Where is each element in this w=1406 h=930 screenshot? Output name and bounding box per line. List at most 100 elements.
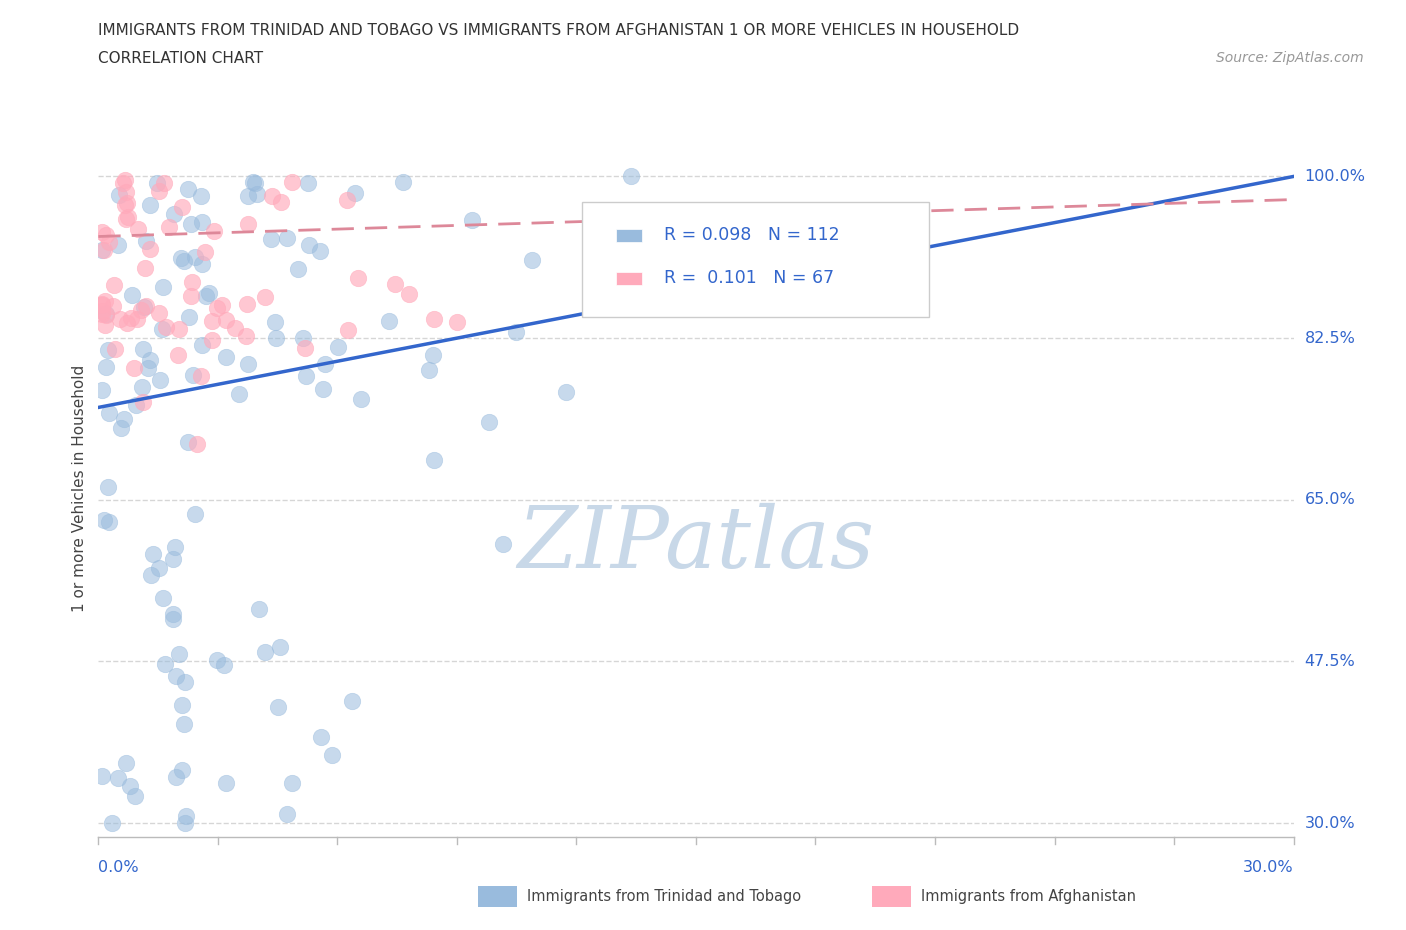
Point [238,216,260,231]
Text: CORRELATION CHART: CORRELATION CHART [98,51,263,66]
Point [148,183,170,198]
Point [184,507,207,522]
Point [155,657,177,671]
Point [246,186,269,201]
Point [162,606,184,621]
Point [96,360,118,375]
Point [120,311,142,325]
Point [492,537,515,551]
Point [148,306,170,321]
Point [212,658,235,672]
Point [446,314,468,329]
Point [215,312,238,327]
Point [190,368,212,383]
Point [172,763,194,777]
Point [287,261,309,276]
Point [134,260,156,275]
Point [129,302,152,317]
Point [107,771,129,786]
Point [340,694,363,709]
Point [139,198,162,213]
Point [264,331,287,346]
Point [114,172,136,187]
Text: 0.0%: 0.0% [98,860,139,875]
Point [336,193,359,207]
Point [166,348,188,363]
Point [321,748,343,763]
Point [201,313,224,328]
Point [110,420,132,435]
Point [152,279,174,294]
Point [384,276,406,291]
Point [142,546,165,561]
Point [294,341,316,356]
Point [120,778,142,793]
Point [91,304,114,319]
Point [177,310,200,325]
Point [98,405,121,420]
Point [163,539,186,554]
Point [177,181,200,196]
Point [276,231,298,246]
Point [281,175,304,190]
Point [398,286,420,301]
Point [478,414,501,429]
FancyBboxPatch shape [582,203,929,317]
Point [228,387,250,402]
Point [115,184,138,199]
Point [337,322,360,337]
Text: ZIPatlas: ZIPatlas [517,503,875,585]
Point [195,288,218,303]
Point [97,342,120,357]
Point [148,561,170,576]
Text: Immigrants from Trinidad and Tobago: Immigrants from Trinidad and Tobago [527,889,801,904]
Point [619,169,641,184]
Text: Source: ZipAtlas.com: Source: ZipAtlas.com [1216,51,1364,65]
Point [96,228,118,243]
Text: IMMIGRANTS FROM TRINIDAD AND TOBAGO VS IMMIGRANTS FROM AFGHANISTAN 1 OR MORE VEH: IMMIGRANTS FROM TRINIDAD AND TOBAGO VS I… [98,23,1019,38]
Point [149,372,172,387]
Point [101,816,124,830]
Point [115,756,138,771]
Point [97,480,120,495]
Point [202,224,225,239]
Point [346,271,368,286]
Point [132,341,155,356]
Point [94,307,117,322]
Point [91,769,114,784]
Point [190,215,212,230]
Point [328,340,350,355]
Point [146,175,169,190]
Point [174,675,197,690]
Point [422,453,444,468]
Point [121,287,143,302]
Point [270,194,292,209]
Point [112,411,135,426]
Point [155,319,177,334]
Point [505,325,527,339]
Point [309,729,332,744]
Point [205,301,228,316]
Point [253,644,276,659]
Point [103,299,125,313]
Point [93,243,115,258]
Text: R =  0.101   N = 67: R = 0.101 N = 67 [664,269,834,287]
Point [135,299,157,313]
Point [554,385,576,400]
Point [107,237,129,252]
Point [104,342,127,357]
Point [172,698,194,712]
Point [97,514,120,529]
Point [186,436,208,451]
Point [93,512,115,527]
Point [127,221,149,236]
Point [236,356,259,371]
Point [117,315,139,330]
FancyBboxPatch shape [616,229,643,242]
Point [172,199,194,214]
Point [314,356,336,371]
Text: 100.0%: 100.0% [1305,169,1365,184]
Point [163,207,186,222]
Point [125,397,148,412]
Point [97,234,120,249]
